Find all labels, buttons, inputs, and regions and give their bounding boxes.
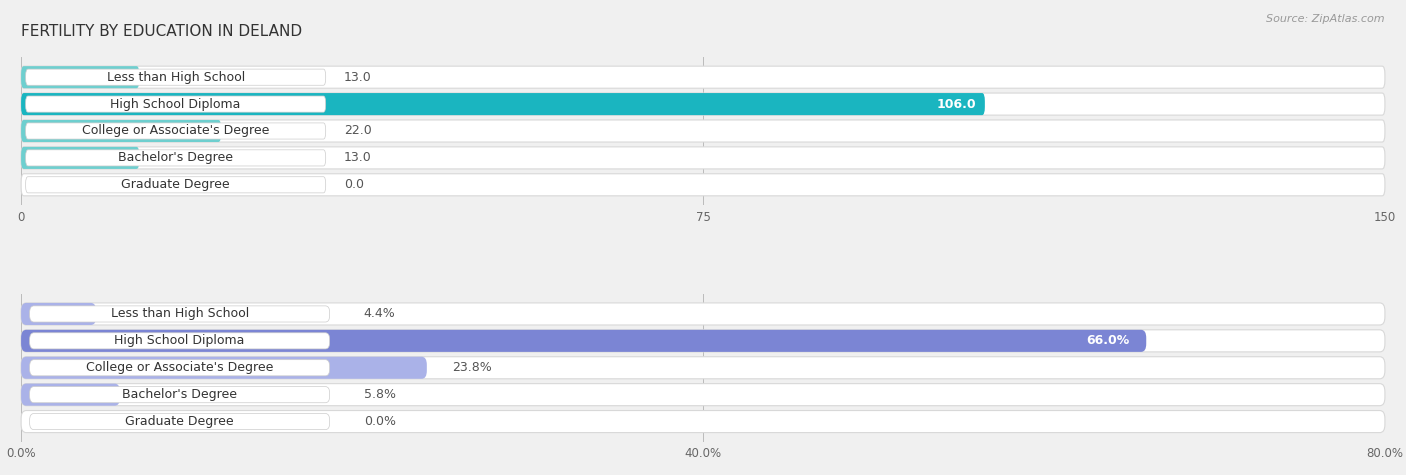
FancyBboxPatch shape [25,96,326,112]
FancyBboxPatch shape [21,357,427,379]
Text: 5.8%: 5.8% [364,388,395,401]
FancyBboxPatch shape [25,123,326,139]
Text: 13.0: 13.0 [344,152,371,164]
Text: College or Associate's Degree: College or Associate's Degree [86,361,273,374]
FancyBboxPatch shape [21,330,1385,352]
FancyBboxPatch shape [30,333,329,349]
Text: Graduate Degree: Graduate Degree [125,415,233,428]
FancyBboxPatch shape [21,303,96,325]
FancyBboxPatch shape [21,66,139,88]
Text: High School Diploma: High School Diploma [114,334,245,347]
FancyBboxPatch shape [30,387,329,403]
FancyBboxPatch shape [30,306,329,322]
Text: Graduate Degree: Graduate Degree [121,178,231,191]
Text: Less than High School: Less than High School [107,71,245,84]
Text: 22.0: 22.0 [344,124,371,137]
Text: Bachelor's Degree: Bachelor's Degree [118,152,233,164]
Text: Source: ZipAtlas.com: Source: ZipAtlas.com [1267,14,1385,24]
FancyBboxPatch shape [21,120,1385,142]
Text: Less than High School: Less than High School [111,307,249,321]
FancyBboxPatch shape [21,120,221,142]
FancyBboxPatch shape [21,410,1385,433]
Text: College or Associate's Degree: College or Associate's Degree [82,124,270,137]
Text: 66.0%: 66.0% [1085,334,1129,347]
Text: Bachelor's Degree: Bachelor's Degree [122,388,238,401]
FancyBboxPatch shape [25,177,326,193]
Text: 0.0%: 0.0% [364,415,395,428]
Text: 0.0: 0.0 [344,178,364,191]
Text: 106.0: 106.0 [936,97,976,111]
FancyBboxPatch shape [21,174,1385,196]
FancyBboxPatch shape [25,150,326,166]
FancyBboxPatch shape [21,303,1385,325]
FancyBboxPatch shape [21,384,1385,406]
FancyBboxPatch shape [21,384,120,406]
Text: 13.0: 13.0 [344,71,371,84]
FancyBboxPatch shape [30,414,329,430]
Text: 23.8%: 23.8% [453,361,492,374]
FancyBboxPatch shape [21,147,1385,169]
FancyBboxPatch shape [21,330,1146,352]
FancyBboxPatch shape [21,66,1385,88]
FancyBboxPatch shape [21,357,1385,379]
FancyBboxPatch shape [21,147,139,169]
Text: 4.4%: 4.4% [364,307,395,321]
FancyBboxPatch shape [25,69,326,85]
FancyBboxPatch shape [30,360,329,376]
Text: High School Diploma: High School Diploma [111,97,240,111]
FancyBboxPatch shape [21,93,984,115]
FancyBboxPatch shape [21,93,1385,115]
Text: FERTILITY BY EDUCATION IN DELAND: FERTILITY BY EDUCATION IN DELAND [21,24,302,39]
